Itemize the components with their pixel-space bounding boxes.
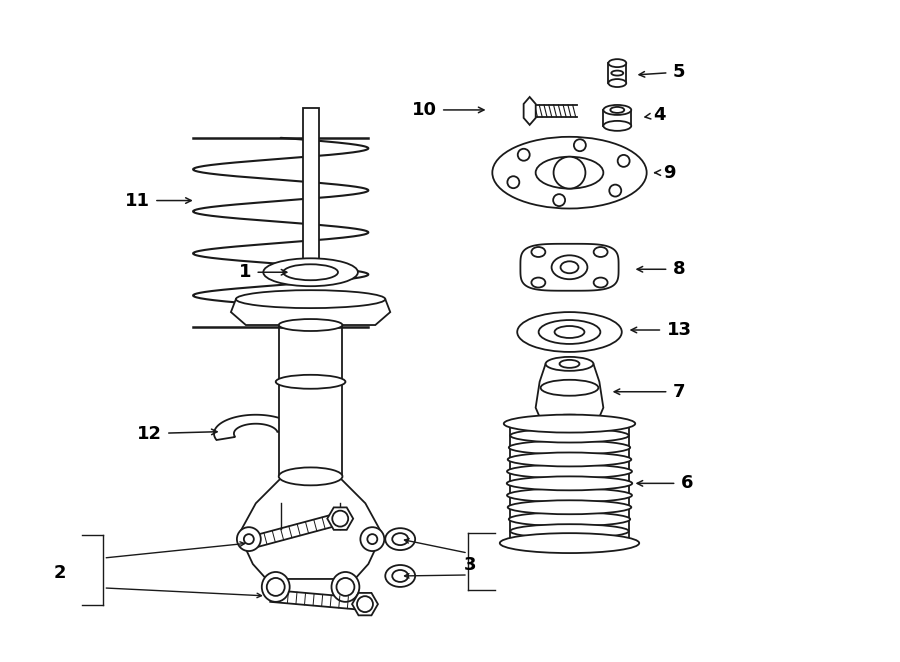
Ellipse shape (508, 453, 631, 467)
Text: 8: 8 (637, 260, 685, 278)
Ellipse shape (608, 79, 626, 87)
Ellipse shape (603, 105, 631, 115)
Text: 3: 3 (464, 556, 476, 574)
Ellipse shape (279, 467, 343, 485)
Circle shape (332, 510, 348, 526)
Ellipse shape (510, 428, 629, 442)
Polygon shape (328, 507, 353, 530)
Ellipse shape (560, 360, 580, 368)
Ellipse shape (392, 533, 409, 545)
Polygon shape (608, 63, 626, 83)
Ellipse shape (545, 357, 593, 371)
Ellipse shape (508, 512, 630, 526)
Circle shape (554, 157, 585, 189)
Ellipse shape (275, 375, 346, 389)
Ellipse shape (538, 320, 600, 344)
Circle shape (574, 139, 586, 151)
Circle shape (518, 149, 530, 161)
Ellipse shape (541, 380, 598, 396)
Polygon shape (603, 110, 631, 126)
Ellipse shape (492, 137, 647, 209)
Text: 1: 1 (238, 263, 287, 281)
Ellipse shape (518, 312, 622, 352)
Text: 4: 4 (645, 106, 665, 124)
Ellipse shape (512, 536, 627, 550)
Ellipse shape (536, 157, 603, 189)
Ellipse shape (508, 440, 630, 455)
Text: 13: 13 (631, 321, 691, 339)
Polygon shape (238, 479, 382, 584)
Ellipse shape (542, 414, 598, 428)
Ellipse shape (279, 319, 343, 331)
Circle shape (237, 527, 261, 551)
Polygon shape (520, 244, 618, 291)
Polygon shape (231, 299, 391, 325)
Text: 2: 2 (53, 564, 66, 582)
Circle shape (554, 194, 565, 206)
Ellipse shape (236, 290, 385, 308)
Polygon shape (302, 108, 319, 272)
Circle shape (367, 534, 377, 544)
Circle shape (266, 578, 284, 596)
Ellipse shape (594, 247, 608, 257)
Ellipse shape (507, 465, 632, 479)
Circle shape (360, 527, 384, 551)
Ellipse shape (610, 107, 625, 113)
Ellipse shape (561, 261, 579, 273)
Ellipse shape (385, 565, 415, 587)
Circle shape (337, 578, 355, 596)
Text: 11: 11 (125, 191, 191, 210)
Ellipse shape (510, 524, 629, 538)
Ellipse shape (531, 277, 545, 287)
Polygon shape (279, 325, 343, 477)
Polygon shape (352, 593, 378, 616)
Text: 5: 5 (639, 63, 685, 81)
Circle shape (609, 185, 621, 197)
Ellipse shape (508, 500, 631, 514)
Ellipse shape (512, 416, 627, 430)
Ellipse shape (504, 414, 635, 432)
Text: 7: 7 (614, 383, 685, 401)
Ellipse shape (608, 59, 626, 67)
Polygon shape (214, 415, 297, 440)
Ellipse shape (284, 264, 338, 280)
Text: 6: 6 (637, 475, 693, 493)
Ellipse shape (385, 528, 415, 550)
Ellipse shape (552, 256, 588, 279)
Ellipse shape (500, 533, 639, 553)
Polygon shape (536, 364, 603, 422)
Ellipse shape (603, 121, 631, 131)
Circle shape (508, 176, 519, 188)
Ellipse shape (531, 247, 545, 257)
Ellipse shape (507, 477, 632, 491)
Circle shape (617, 155, 630, 167)
Text: 12: 12 (137, 424, 217, 443)
Circle shape (244, 534, 254, 544)
Circle shape (357, 596, 373, 612)
Ellipse shape (262, 572, 290, 602)
Ellipse shape (331, 572, 359, 602)
Ellipse shape (594, 277, 608, 287)
Ellipse shape (264, 258, 358, 286)
Ellipse shape (554, 326, 584, 338)
Ellipse shape (611, 71, 624, 75)
Ellipse shape (507, 489, 632, 502)
Text: 9: 9 (655, 164, 675, 181)
Ellipse shape (392, 570, 409, 582)
Text: 10: 10 (411, 101, 484, 119)
Polygon shape (524, 97, 536, 125)
